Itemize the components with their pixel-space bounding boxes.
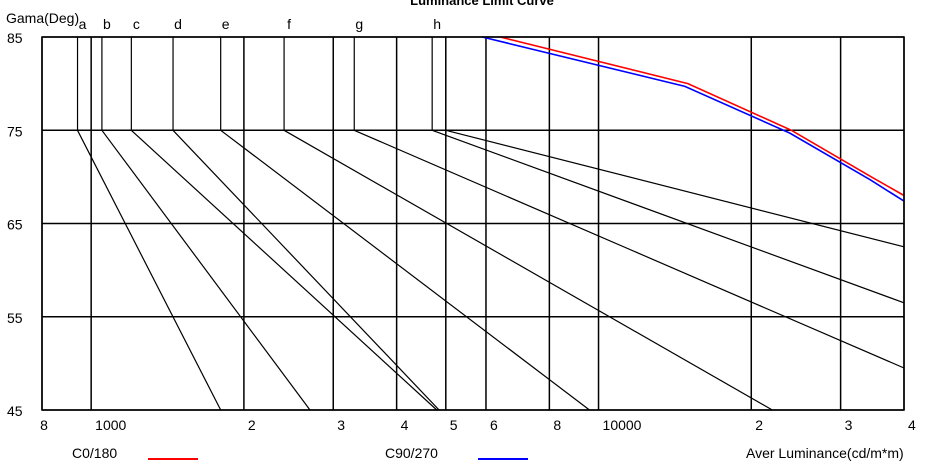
plot-frame	[41, 36, 905, 411]
y-tick-label: 45	[7, 403, 23, 419]
curve-label-a: a	[79, 16, 87, 32]
y-axis-label: Gama(Deg)	[6, 10, 79, 26]
limit-curves	[76, 37, 905, 411]
legend-label-c0-180: C0/180	[72, 445, 117, 461]
curve-label-g: g	[355, 16, 363, 32]
curve-label-e: e	[222, 16, 230, 32]
x-tick-label: 10000	[603, 417, 642, 433]
x-tick-label: 4	[908, 417, 916, 433]
luminance-series	[482, 36, 905, 202]
curve-label-d: d	[174, 16, 182, 32]
y-tick-labels: 85 75 65 55 45	[7, 30, 23, 419]
y-tick-label: 55	[7, 310, 23, 326]
limit-curve-c	[130, 129, 438, 411]
curve-label-h: h	[433, 16, 441, 32]
x-tick-label: 5	[450, 417, 458, 433]
limit-curve-h	[431, 129, 905, 304]
legend: C0/180 C90/270	[72, 445, 528, 461]
chart-title: Luminance Limit Curve	[410, 0, 554, 8]
y-tick-label: 75	[7, 123, 23, 139]
y-tick-label: 85	[7, 30, 23, 46]
series-line-0	[500, 36, 905, 197]
x-tick-labels: 8 1000 2 3 4 5 6 8 10000 2 3 4	[40, 417, 916, 433]
x-tick-label: 1000	[95, 417, 126, 433]
x-tick-label: 8	[553, 417, 561, 433]
x-tick-label: 3	[845, 417, 853, 433]
curve-label-b: b	[103, 16, 111, 32]
limit-curve-g	[353, 129, 905, 369]
limit-curve-d	[172, 129, 440, 411]
x-tick-label: 8	[40, 417, 48, 433]
limit-curve-8	[445, 129, 905, 248]
x-tick-label: 6	[490, 417, 498, 433]
x-axis-label: Aver Luminance(cd/m*m)	[746, 445, 904, 461]
limit-curve-b	[101, 129, 311, 411]
limit-curve-e	[220, 129, 590, 411]
x-tick-label: 2	[755, 417, 763, 433]
y-tick-label: 65	[7, 217, 23, 233]
x-tick-label: 3	[337, 417, 345, 433]
x-tick-label: 2	[248, 417, 256, 433]
x-tick-label: 4	[401, 417, 409, 433]
curve-label-c: c	[133, 16, 140, 32]
limit-curve-a	[76, 130, 222, 411]
series-line-1	[482, 36, 905, 202]
curve-label-f: f	[287, 16, 291, 32]
limit-curve-f	[283, 129, 773, 411]
legend-label-c90-270: C90/270	[385, 445, 438, 461]
